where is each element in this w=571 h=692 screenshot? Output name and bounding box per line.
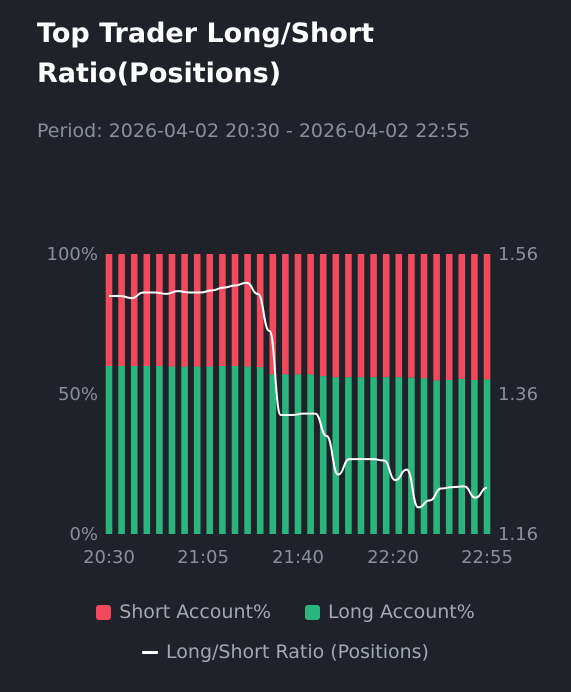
legend-short-label: Short Account% (119, 601, 271, 623)
short-bar[interactable] (294, 254, 302, 375)
right-tick-mid: 1.36 (498, 384, 538, 405)
long-bar[interactable] (269, 374, 277, 534)
legend-ratio[interactable]: Long/Short Ratio (Positions) (142, 641, 429, 663)
short-bar[interactable] (168, 254, 176, 367)
long-bar[interactable] (357, 377, 365, 534)
short-bar[interactable] (130, 254, 138, 366)
x-tick-4: 22:20 (367, 547, 419, 568)
long-bar[interactable] (395, 377, 403, 534)
short-bar[interactable] (118, 254, 125, 366)
x-tick-2: 21:05 (177, 547, 229, 568)
long-bar[interactable] (105, 366, 113, 534)
long-bar[interactable] (332, 377, 340, 534)
long-bar[interactable] (445, 380, 453, 534)
right-tick-bottom: 1.16 (498, 524, 538, 545)
short-bar[interactable] (143, 254, 151, 366)
long-bar[interactable] (244, 366, 251, 534)
long-bar[interactable] (193, 366, 201, 534)
legend-row-2: Long/Short Ratio (Positions) (0, 641, 571, 663)
short-bar[interactable] (357, 254, 365, 378)
ratio-line-swatch-icon (142, 650, 159, 654)
long-bar[interactable] (307, 374, 314, 534)
long-bar[interactable] (345, 377, 352, 534)
left-tick-50: 50% (58, 384, 98, 405)
long-bar[interactable] (156, 366, 163, 534)
short-bar[interactable] (244, 254, 251, 367)
short-bar[interactable] (206, 254, 214, 367)
short-bar[interactable] (307, 254, 314, 375)
short-bar[interactable] (420, 254, 428, 379)
long-bar[interactable] (168, 366, 176, 534)
long-bar[interactable] (219, 366, 226, 534)
line-layer (109, 281, 488, 509)
short-bar[interactable] (471, 254, 478, 380)
long-bar[interactable] (483, 379, 491, 534)
axis-layer: 100% 50% 0% 1.56 1.36 1.16 20:30 21:05 2… (47, 244, 539, 568)
long-swatch-icon (305, 604, 320, 620)
short-bar[interactable] (156, 254, 163, 366)
short-bar[interactable] (269, 254, 277, 375)
legend-long-label: Long Account% (328, 601, 475, 623)
short-bar[interactable] (433, 254, 440, 381)
short-bar[interactable] (219, 254, 226, 366)
long-bar[interactable] (408, 377, 415, 534)
long-bar[interactable] (370, 377, 377, 534)
long-bar[interactable] (130, 366, 138, 534)
short-bar[interactable] (370, 254, 377, 378)
short-bar[interactable] (282, 254, 289, 375)
short-swatch-icon (96, 604, 112, 620)
long-bar[interactable] (181, 366, 188, 534)
long-bar[interactable] (294, 374, 302, 534)
short-bar[interactable] (345, 254, 352, 378)
x-tick-3: 21:40 (272, 547, 324, 568)
short-bar[interactable] (181, 254, 188, 367)
short-bar[interactable] (395, 254, 403, 378)
right-tick-top: 1.56 (498, 244, 538, 265)
long-bar[interactable] (206, 366, 214, 534)
long-bar[interactable] (256, 367, 264, 534)
short-bar[interactable] (231, 254, 239, 366)
legend-short[interactable]: Short Account% (96, 601, 271, 623)
long-bar[interactable] (319, 376, 327, 534)
ratio-chart: 100% 50% 0% 1.56 1.36 1.16 20:30 21:05 2… (47, 244, 539, 568)
short-bar[interactable] (319, 254, 327, 377)
long-bar[interactable] (231, 366, 239, 534)
x-tick-1: 20:30 (83, 547, 135, 568)
legend-ratio-label: Long/Short Ratio (Positions) (166, 641, 429, 663)
left-tick-0: 0% (69, 524, 98, 545)
long-bar[interactable] (382, 377, 390, 534)
long-bar[interactable] (143, 366, 151, 534)
short-bar[interactable] (458, 254, 466, 379)
period-label: Period: 2026-04-02 20:30 - 2026-04-02 22… (37, 120, 471, 142)
long-bar[interactable] (282, 374, 289, 534)
chart-title: Top Trader Long/Short Ratio(Positions) (37, 18, 375, 89)
short-bar[interactable] (483, 254, 491, 380)
bars-layer (105, 254, 491, 534)
x-tick-5: 22:55 (461, 547, 513, 568)
short-bar[interactable] (193, 254, 201, 367)
ratio-line[interactable] (109, 281, 488, 509)
long-bar[interactable] (420, 378, 428, 534)
short-bar[interactable] (382, 254, 390, 378)
long-bar[interactable] (433, 380, 440, 534)
legend-long[interactable]: Long Account% (305, 601, 475, 623)
left-tick-100: 100% (47, 244, 98, 265)
short-bar[interactable] (408, 254, 415, 378)
short-bar[interactable] (332, 254, 340, 378)
long-bar[interactable] (458, 378, 466, 534)
short-bar[interactable] (445, 254, 453, 380)
short-bar[interactable] (105, 254, 113, 366)
long-bar[interactable] (471, 380, 478, 534)
short-bar[interactable] (256, 254, 264, 368)
long-bar[interactable] (118, 366, 125, 534)
legend-row-1: Short Account% Long Account% (0, 601, 571, 623)
